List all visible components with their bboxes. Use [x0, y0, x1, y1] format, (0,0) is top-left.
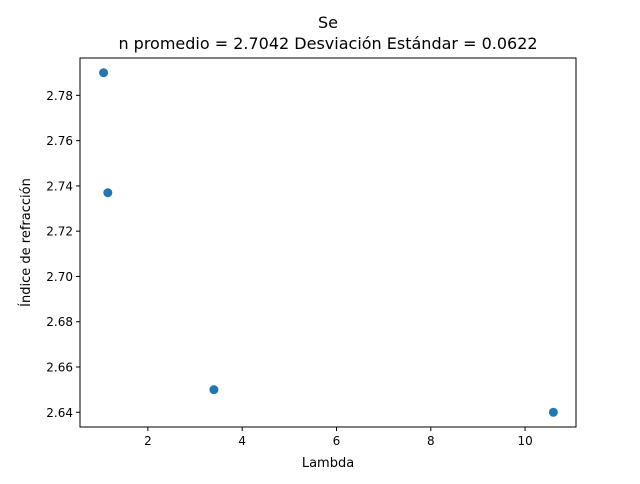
data-point: [103, 188, 113, 198]
y-tick-label: 2.72: [46, 225, 73, 239]
plot-frame: [79, 57, 577, 428]
x-tick-label: 6: [333, 434, 341, 448]
data-point: [209, 385, 219, 395]
y-tick-label: 2.64: [46, 406, 73, 420]
y-tick-label: 2.74: [46, 179, 73, 193]
y-tick-label: 2.78: [46, 89, 73, 103]
chart-subtitle: n promedio = 2.7042 Desviación Estándar …: [118, 34, 537, 53]
y-axis-label: Índice de refracción: [18, 178, 34, 307]
data-points: [99, 68, 558, 417]
y-tick-label: 2.76: [46, 134, 73, 148]
data-point: [99, 68, 109, 78]
chart-title: Se: [318, 13, 338, 32]
data-point: [548, 407, 558, 417]
x-axis-label: Lambda: [302, 456, 354, 471]
y-tick-label: 2.68: [46, 315, 73, 329]
x-tick-label: 2: [144, 434, 152, 448]
x-tick-label: 4: [238, 434, 246, 448]
x-tick-label: 10: [517, 434, 532, 448]
axes: 2 4 6 8 10 2.64 2.66 2.68 2.70 2.72 2.74 2.76 2.78: [46, 89, 532, 448]
y-tick-label: 2.70: [46, 270, 73, 284]
x-tick-label: 8: [427, 434, 435, 448]
y-tick-label: 2.66: [46, 361, 73, 375]
